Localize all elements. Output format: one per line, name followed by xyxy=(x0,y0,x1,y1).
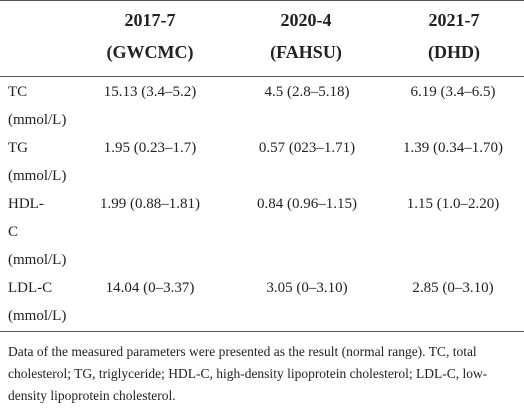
col-header-date: 2017-7 xyxy=(124,10,176,30)
col-header-date: 2020-4 xyxy=(280,10,332,30)
col-header-2020: 2020-4 (FAHSU) xyxy=(236,4,376,68)
header-rule xyxy=(0,76,524,77)
table-cell: 4.5 (2.8–5.18) xyxy=(264,84,350,100)
row-label-line: (mmol/L) xyxy=(8,168,67,184)
table-cell: 1.15 (1.0–2.20) xyxy=(406,196,500,212)
row-label-line: TC xyxy=(8,84,28,100)
row-label-hdl: HDL- C (mmol/L) xyxy=(8,190,66,274)
row-label-line: TG xyxy=(8,140,28,156)
table-cell: 3.05 (0–3.10) xyxy=(266,280,348,296)
col-header-2017: 2017-7 (GWCMC) xyxy=(80,4,220,68)
bottom-rule xyxy=(0,331,524,332)
table-footnote: Data of the measured parameters were pre… xyxy=(8,344,488,403)
row-label-line: C xyxy=(8,224,19,240)
table-cell: 1.99 (0.88–1.81) xyxy=(100,196,200,212)
col-header-2021: 2021-7 (DHD) xyxy=(384,4,524,68)
table-cell: 0.84 (0.96–1.15) xyxy=(257,196,357,212)
row-label-line: (mmol/L) xyxy=(8,112,67,128)
table-cell: 0.57 (023–1.71) xyxy=(258,140,356,156)
col-header-date: 2021-7 xyxy=(428,10,480,30)
row-label-line: (mmol/L) xyxy=(8,252,67,268)
col-header-site: (DHD) xyxy=(428,42,480,62)
col-header-site: (GWCMC) xyxy=(106,42,194,62)
top-rule xyxy=(0,0,524,1)
row-label-ldl: LDL-C (mmol/L) xyxy=(8,274,66,330)
row-label-line: (mmol/L) xyxy=(8,308,67,324)
table-cell: 2.85 (0–3.10) xyxy=(412,280,494,296)
table-cell: 1.95 (0.23–1.7) xyxy=(103,140,197,156)
table-cell: 1.39 (0.34–1.70) xyxy=(403,140,503,156)
table-cell: 14.04 (0–3.37) xyxy=(105,280,195,296)
table-cell: 6.19 (3.4–6.5) xyxy=(410,84,496,100)
row-label-line: HDL- xyxy=(8,196,44,212)
table-cell: 15.13 (3.4–5.2) xyxy=(103,84,197,100)
col-header-site: (FAHSU) xyxy=(270,42,342,62)
row-label-tc: TC (mmol/L) xyxy=(8,78,66,134)
row-label-tg: TG (mmol/L) xyxy=(8,134,66,190)
row-label-line: LDL-C xyxy=(8,280,53,296)
